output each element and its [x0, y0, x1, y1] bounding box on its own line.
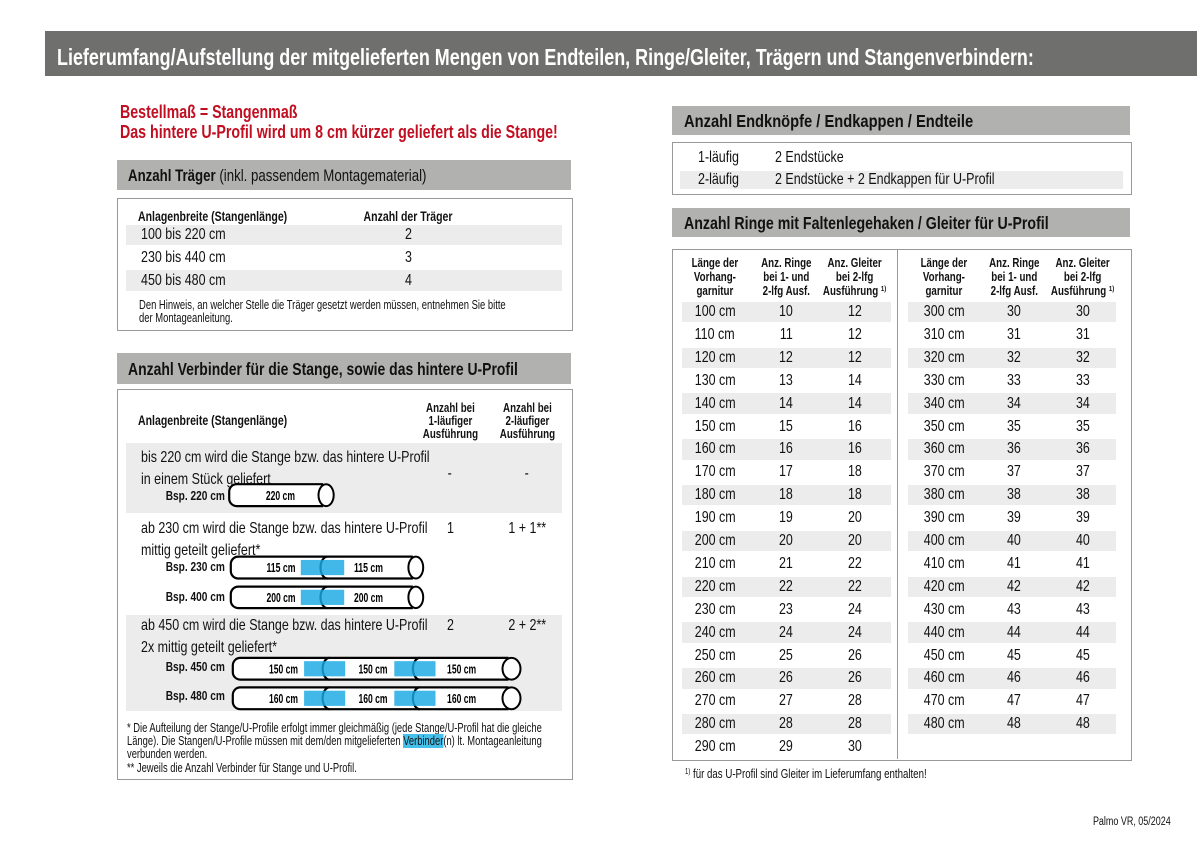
svg-text:200 cm: 200 cm [354, 590, 383, 605]
svg-text:150 cm: 150 cm [269, 661, 298, 676]
svg-text:160 cm: 160 cm [269, 691, 298, 706]
svg-text:115 cm: 115 cm [354, 560, 383, 575]
svg-text:160 cm: 160 cm [358, 691, 387, 706]
svg-text:115 cm: 115 cm [266, 560, 295, 575]
svg-text:200 cm: 200 cm [266, 590, 295, 605]
svg-text:160 cm: 160 cm [447, 691, 476, 706]
svg-text:150 cm: 150 cm [447, 661, 476, 676]
svg-text:220 cm: 220 cm [266, 488, 295, 503]
svg-text:150 cm: 150 cm [358, 661, 387, 676]
